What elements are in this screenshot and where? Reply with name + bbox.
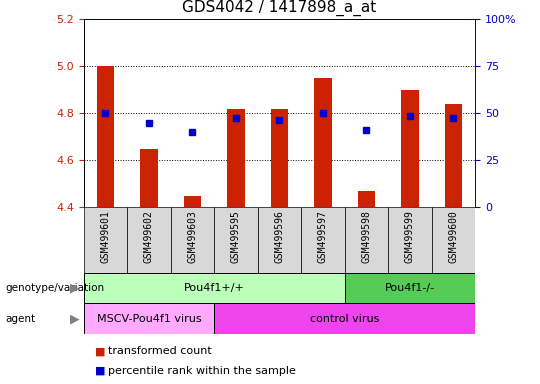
Text: ▶: ▶ bbox=[70, 312, 80, 325]
Text: percentile rank within the sample: percentile rank within the sample bbox=[108, 366, 296, 376]
Bar bbox=[214, 303, 475, 334]
Text: ▶: ▶ bbox=[70, 281, 80, 295]
Bar bbox=[345, 207, 388, 273]
Bar bbox=[227, 109, 245, 207]
Text: transformed count: transformed count bbox=[108, 346, 212, 356]
Text: GSM499601: GSM499601 bbox=[100, 210, 111, 263]
Text: Pou4f1+/+: Pou4f1+/+ bbox=[184, 283, 245, 293]
Text: ■: ■ bbox=[94, 366, 105, 376]
Text: GSM499595: GSM499595 bbox=[231, 210, 241, 263]
Bar bbox=[258, 207, 301, 273]
Bar bbox=[171, 207, 214, 273]
Bar bbox=[214, 207, 258, 273]
Text: MSCV-Pou4f1 virus: MSCV-Pou4f1 virus bbox=[97, 314, 201, 324]
Text: GSM499596: GSM499596 bbox=[274, 210, 285, 263]
Bar bbox=[388, 207, 431, 273]
Text: ■: ■ bbox=[94, 346, 105, 356]
Bar bbox=[314, 78, 332, 207]
Text: control virus: control virus bbox=[310, 314, 380, 324]
Bar bbox=[84, 207, 127, 273]
Text: agent: agent bbox=[5, 314, 36, 324]
Bar bbox=[431, 207, 475, 273]
Text: GSM499600: GSM499600 bbox=[448, 210, 458, 263]
Bar bbox=[140, 149, 158, 207]
Bar bbox=[84, 303, 214, 334]
Bar bbox=[184, 195, 201, 207]
Bar bbox=[345, 273, 475, 303]
Text: GSM499599: GSM499599 bbox=[405, 210, 415, 263]
Bar bbox=[445, 104, 462, 207]
Text: GSM499598: GSM499598 bbox=[361, 210, 372, 263]
Bar bbox=[401, 90, 418, 207]
Bar bbox=[97, 66, 114, 207]
Bar bbox=[301, 207, 345, 273]
Bar bbox=[84, 273, 345, 303]
Text: Pou4f1-/-: Pou4f1-/- bbox=[385, 283, 435, 293]
Title: GDS4042 / 1417898_a_at: GDS4042 / 1417898_a_at bbox=[183, 0, 376, 17]
Text: GSM499597: GSM499597 bbox=[318, 210, 328, 263]
Text: GSM499603: GSM499603 bbox=[187, 210, 198, 263]
Text: genotype/variation: genotype/variation bbox=[5, 283, 105, 293]
Text: GSM499602: GSM499602 bbox=[144, 210, 154, 263]
Bar bbox=[271, 109, 288, 207]
Bar bbox=[127, 207, 171, 273]
Bar bbox=[357, 191, 375, 207]
